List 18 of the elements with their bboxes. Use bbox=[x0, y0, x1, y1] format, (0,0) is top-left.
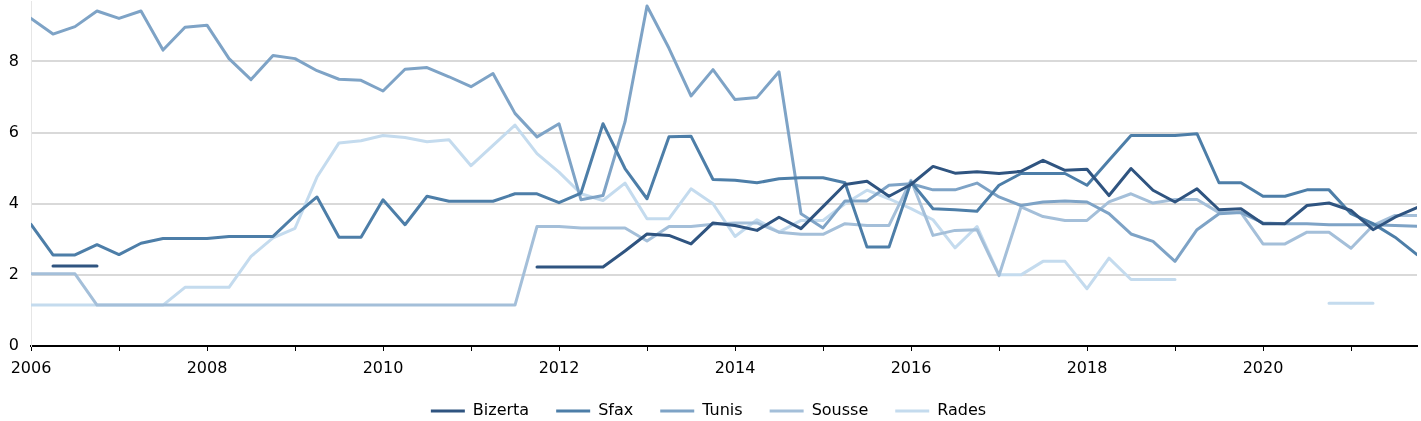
legend-label: Tunis bbox=[701, 400, 743, 420]
y-tick-label: 8 bbox=[8, 50, 19, 70]
legend-label: Bizerta bbox=[472, 400, 530, 420]
x-tick-label: 2006 bbox=[10, 357, 52, 377]
x-tick-label: 2020 bbox=[1242, 357, 1284, 377]
x-tick-label: 2014 bbox=[714, 357, 756, 377]
y-tick-label: 0 bbox=[8, 335, 19, 355]
x-tick-label: 2018 bbox=[1066, 357, 1108, 377]
x-tick-label: 2008 bbox=[186, 357, 228, 377]
legend-label: Sousse bbox=[811, 400, 869, 420]
x-tick-label: 2012 bbox=[538, 357, 580, 377]
y-tick-label: 2 bbox=[8, 264, 19, 284]
x-tick-label: 2016 bbox=[890, 357, 932, 377]
legend-label: Sfax bbox=[598, 400, 634, 420]
legend-label: Rades bbox=[937, 400, 987, 420]
y-tick-label: 4 bbox=[8, 192, 19, 212]
y-tick-label: 6 bbox=[8, 121, 19, 141]
x-tick-label: 2010 bbox=[362, 357, 404, 377]
